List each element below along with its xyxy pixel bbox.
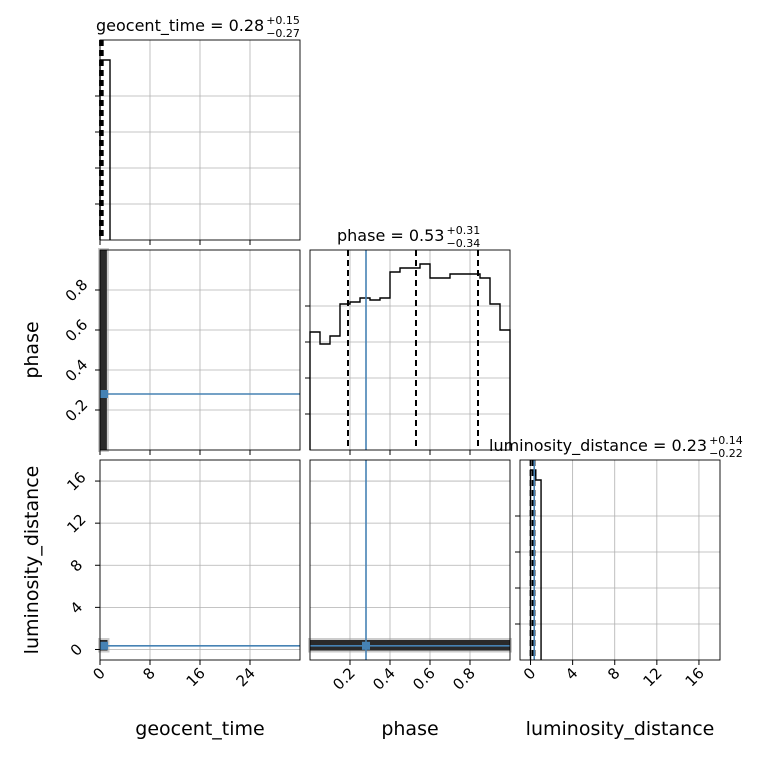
title-geocent-time-minus: −0.27 [266,27,300,40]
xtick-label-geocent_time: 0 [89,664,108,683]
truth-marker-ld-phase [362,641,370,650]
frame-layer [99,39,721,661]
xtick-label-luminosity_distance: 16 [682,664,708,690]
xlabel-geocent-time: geocent_time [135,718,264,740]
title-phase-plus: +0.31 [446,224,480,237]
panel-frame [519,459,721,661]
title-phase-minus: −0.34 [446,237,480,250]
title-luminosity-distance-plus: +0.14 [709,434,743,447]
ylabel-phase: phase [21,321,43,378]
xtick-label-luminosity_distance: 12 [639,664,665,690]
xtick-label-geocent_time: 16 [183,664,209,690]
grid-layer [99,40,720,660]
tick-layer: 0 8 16 24 0.2 0.4 0.6 0.8 0 4 8 12 16 0.2 0.4 0.6 0.8 0 4 8… [62,95,708,694]
xtick-label-luminosity_distance: 4 [562,664,581,683]
histogram-phase [309,263,511,450]
xtick-label-phase: 0.4 [369,664,399,694]
title-phase: phase = 0.53 [337,226,444,245]
title-geocent-time: geocent_time = 0.28 [96,16,264,36]
panel-frame [309,459,511,661]
ytick-label-luminosity_distance: 12 [63,511,89,537]
xtick-label-phase: 0.8 [449,664,479,694]
ytick-label-luminosity_distance: 16 [63,468,89,494]
ytick-label-phase: 0.6 [62,316,92,346]
truth-marker-phase-geocent [100,390,108,398]
histogram-layer [99,40,542,660]
xtick-label-phase: 0.6 [409,664,439,694]
ytick-label-phase: 0.4 [62,356,92,386]
density-phase-vs-geocent-time [98,248,109,452]
title-luminosity-distance-minus: −0.22 [709,447,743,460]
ytick-label-luminosity_distance: 0 [67,640,86,659]
xlabel-luminosity-distance: luminosity_distance [526,718,715,740]
xtick-label-luminosity_distance: 8 [604,664,623,683]
density-phase-vs-geocent-time-core [100,250,107,450]
xtick-label-phase: 0.2 [329,664,359,694]
xlabel-phase: phase [381,718,438,740]
ylabel-luminosity-distance: luminosity_distance [21,466,43,655]
ytick-label-luminosity_distance: 4 [67,598,86,617]
ytick-label-phase: 0.2 [62,396,92,426]
panel-frame [309,249,511,451]
ytick-label-phase: 0.8 [62,276,92,306]
title-luminosity-distance: luminosity_distance = 0.23 [489,436,707,456]
title-geocent-time-plus: +0.15 [266,14,300,27]
truth-layer [100,250,536,660]
xtick-label-geocent_time: 24 [233,664,259,690]
truth-marker-ld-geocent [100,641,108,650]
xtick-label-geocent_time: 8 [139,664,158,683]
xtick-label-luminosity_distance: 0 [520,664,539,683]
ytick-label-luminosity_distance: 8 [67,556,86,575]
